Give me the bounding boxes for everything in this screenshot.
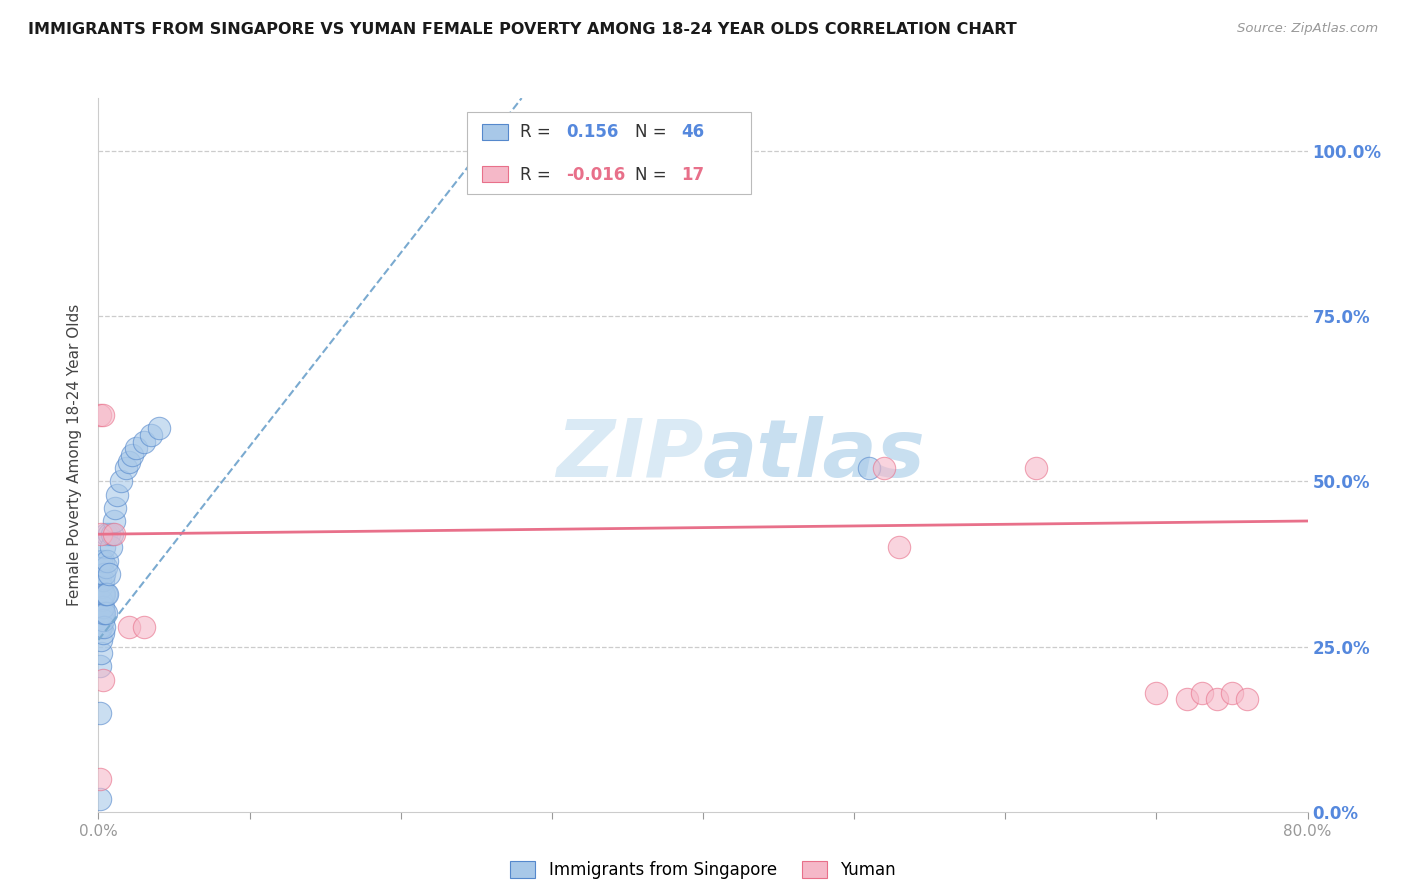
Point — [90, 620, 112, 634]
Point — [1024, 461, 1046, 475]
Point — [132, 434, 155, 449]
Point — [125, 442, 148, 456]
Point — [90, 607, 112, 621]
Point — [90, 580, 112, 594]
Text: 46: 46 — [682, 123, 704, 142]
Point — [873, 461, 896, 475]
Point — [1191, 686, 1213, 700]
Point — [148, 421, 170, 435]
Point — [103, 527, 125, 541]
Point — [105, 487, 128, 501]
Bar — [482, 166, 509, 182]
Point — [96, 554, 118, 568]
Point — [94, 560, 117, 574]
Point — [89, 409, 111, 423]
Point — [89, 772, 111, 786]
Point — [121, 448, 143, 462]
Point — [90, 593, 112, 607]
Point — [93, 620, 115, 634]
Point — [89, 574, 111, 588]
Text: R =: R = — [520, 123, 557, 142]
Point — [90, 632, 112, 647]
Text: N =: N = — [636, 123, 672, 142]
Point — [96, 587, 118, 601]
Point — [94, 527, 117, 541]
Point — [101, 527, 124, 541]
Point — [1144, 686, 1167, 700]
Point — [132, 620, 155, 634]
Y-axis label: Female Poverty Among 18-24 Year Olds: Female Poverty Among 18-24 Year Olds — [67, 304, 83, 606]
Text: -0.016: -0.016 — [567, 166, 626, 184]
Point — [93, 607, 115, 621]
Text: 0.156: 0.156 — [567, 123, 619, 142]
Point — [90, 527, 112, 541]
Point — [91, 409, 114, 423]
Point — [89, 620, 111, 634]
Point — [100, 541, 122, 555]
Point — [91, 599, 114, 614]
Point — [118, 454, 141, 468]
Point — [1175, 692, 1198, 706]
Point — [90, 646, 112, 660]
Point — [89, 659, 111, 673]
Point — [114, 461, 136, 475]
Point — [93, 541, 115, 555]
Point — [1236, 692, 1258, 706]
Text: R =: R = — [520, 166, 557, 184]
Point — [91, 607, 114, 621]
Point — [104, 500, 127, 515]
Point — [91, 554, 114, 568]
Point — [889, 541, 911, 555]
Point — [118, 620, 141, 634]
Text: Source: ZipAtlas.com: Source: ZipAtlas.com — [1237, 22, 1378, 36]
Point — [110, 475, 132, 489]
Point — [91, 574, 114, 588]
Point — [1206, 692, 1229, 706]
Bar — [482, 124, 509, 139]
Point — [91, 673, 114, 687]
Text: atlas: atlas — [703, 416, 925, 494]
Point — [90, 554, 112, 568]
Point — [98, 527, 121, 541]
Point — [94, 607, 117, 621]
Point — [93, 587, 115, 601]
Point — [89, 791, 111, 805]
Point — [91, 613, 114, 627]
Text: IMMIGRANTS FROM SINGAPORE VS YUMAN FEMALE POVERTY AMONG 18-24 YEAR OLDS CORRELAT: IMMIGRANTS FROM SINGAPORE VS YUMAN FEMAL… — [28, 22, 1017, 37]
Point — [91, 587, 114, 601]
Legend: Immigrants from Singapore, Yuman: Immigrants from Singapore, Yuman — [503, 854, 903, 886]
Point — [1220, 686, 1243, 700]
Point — [94, 587, 117, 601]
Point — [98, 566, 121, 581]
FancyBboxPatch shape — [467, 112, 751, 194]
Text: 17: 17 — [682, 166, 704, 184]
Point — [93, 566, 115, 581]
Point — [103, 514, 125, 528]
Point — [858, 461, 880, 475]
Point — [141, 428, 163, 442]
Point — [89, 706, 111, 720]
Text: N =: N = — [636, 166, 672, 184]
Text: ZIP: ZIP — [555, 416, 703, 494]
Point — [91, 626, 114, 640]
